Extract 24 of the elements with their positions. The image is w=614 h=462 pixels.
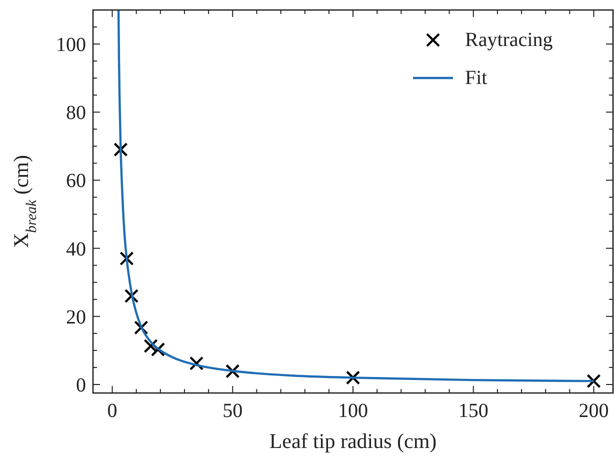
y-tick-label: 20: [66, 306, 86, 328]
point: [586, 374, 601, 388]
line-series: [117, 10, 595, 382]
y-tick-label: 60: [66, 170, 86, 192]
point: [226, 364, 240, 378]
x-tick-label: 150: [458, 400, 488, 422]
x-tick-label: 50: [222, 400, 243, 422]
x-tick-label: 200: [578, 400, 609, 422]
point: [189, 356, 204, 370]
y-tick-label: 100: [56, 34, 86, 56]
point: [144, 338, 158, 354]
legend-label: Raytracing: [465, 29, 553, 51]
y-tick-label: 40: [66, 238, 86, 260]
point: [124, 288, 139, 304]
x-axis-title: Leaf tip radius (cm): [269, 429, 437, 453]
x-tick-label: 100: [338, 400, 368, 422]
point: [134, 320, 148, 335]
point: [114, 142, 128, 157]
point: [120, 251, 134, 266]
legend-label: Fit: [465, 67, 488, 89]
y-tick-label: 80: [66, 102, 86, 124]
y-tick-label: 0: [76, 374, 86, 396]
x-tick-label: 0: [107, 400, 118, 422]
point: [346, 370, 360, 385]
